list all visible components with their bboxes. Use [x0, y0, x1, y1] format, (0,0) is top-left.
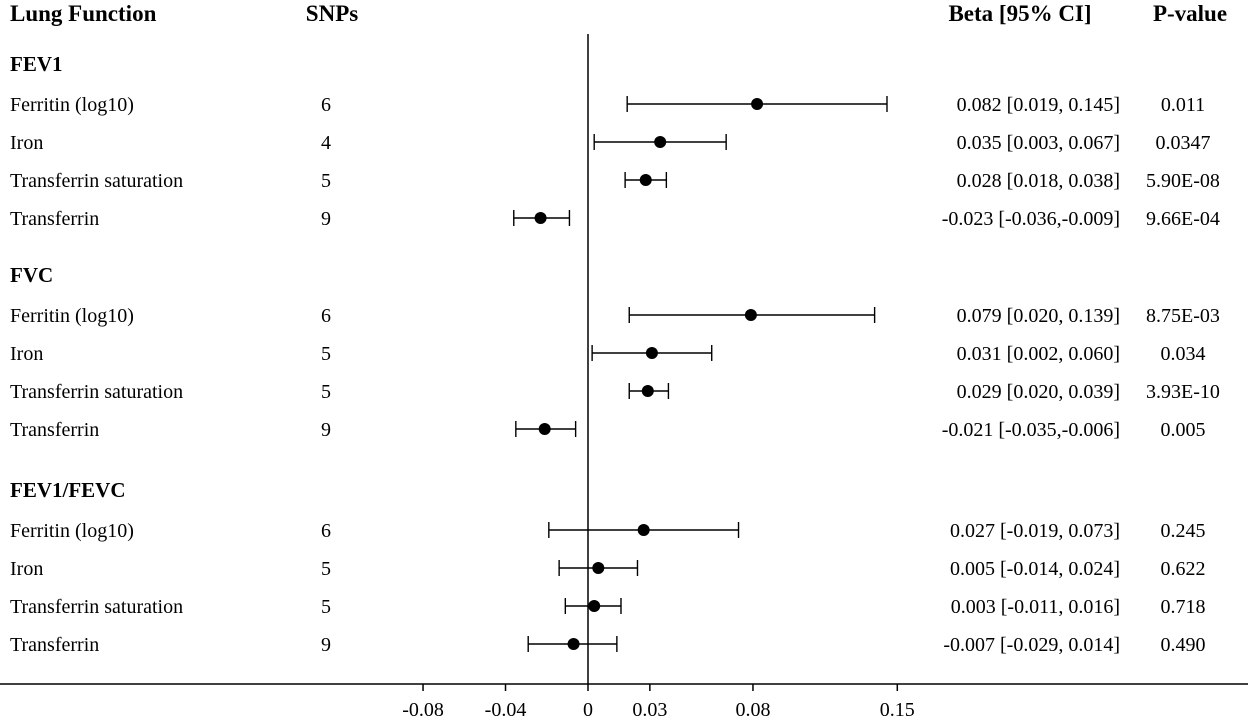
beta-point [751, 98, 764, 110]
ci-marks [513, 96, 888, 652]
row-p-value: 0.005 [1161, 419, 1206, 441]
row-beta-ci: 0.005 [-0.014, 0.024] [950, 558, 1120, 580]
row-beta-ci: 0.027 [-0.019, 0.073] [950, 520, 1120, 542]
row-beta-ci: 0.079 [0.020, 0.139] [957, 305, 1120, 327]
beta-point [639, 174, 652, 186]
row-p-value: 0.245 [1161, 520, 1206, 542]
row-beta-ci: -0.023 [-0.036,-0.009] [942, 208, 1120, 230]
row-p-value: 8.75E-03 [1146, 305, 1220, 327]
beta-point [645, 347, 658, 359]
row-snps: 5 [321, 170, 331, 192]
row-snps: 9 [321, 208, 331, 230]
row-label: Transferrin saturation [10, 170, 183, 192]
row-snps: 5 [321, 558, 331, 580]
table-rows: FEV1 Ferritin (log10) 6 0.082 [0.019, 0.145… [10, 52, 1220, 656]
x-axis: -0.08 -0.04 0 0.03 0.08 0.15 [0, 34, 1248, 721]
x-tick-label: 0 [583, 699, 593, 721]
row-label: Ferritin (log10) [10, 94, 134, 116]
row-p-value: 0.718 [1161, 596, 1206, 618]
row-label: Transferrin [10, 419, 99, 441]
beta-point [567, 638, 580, 650]
row-snps: 5 [321, 596, 331, 618]
x-tick-label: 0.15 [880, 699, 915, 721]
x-tick-label: 0.08 [735, 699, 770, 721]
row-beta-ci: 0.082 [0.019, 0.145] [957, 94, 1120, 116]
row-beta-ci: -0.021 [-0.035,-0.006] [942, 419, 1120, 441]
row-snps: 9 [321, 634, 331, 656]
beta-point [534, 212, 547, 224]
header-p-value: P-value [1153, 1, 1227, 26]
row-label: Transferrin saturation [10, 596, 183, 618]
row-label: Transferrin [10, 634, 99, 656]
row-p-value: 5.90E-08 [1146, 170, 1220, 192]
row-label: Iron [10, 558, 43, 580]
row-beta-ci: 0.031 [0.002, 0.060] [957, 343, 1120, 365]
group-heading: FVC [10, 263, 53, 287]
row-p-value: 3.93E-10 [1146, 381, 1220, 403]
row-snps: 6 [321, 94, 331, 116]
header-beta-ci: Beta [95% CI] [948, 1, 1091, 26]
row-label: Ferritin (log10) [10, 520, 134, 542]
beta-point [641, 385, 654, 397]
row-label: Transferrin saturation [10, 381, 183, 403]
beta-point [592, 562, 605, 574]
header-lung-function: Lung Function [10, 1, 157, 26]
column-headers: Lung Function SNPs Beta [95% CI] P-value [10, 1, 1227, 26]
group-heading: FEV1 [10, 52, 63, 76]
row-p-value: 0.0347 [1156, 132, 1211, 154]
group-heading: FEV1/FEVC [10, 478, 126, 502]
row-snps: 5 [321, 381, 331, 403]
header-snps: SNPs [306, 1, 358, 26]
row-label: Iron [10, 343, 43, 365]
row-p-value: 0.622 [1161, 558, 1206, 580]
beta-point [588, 600, 601, 612]
row-snps: 6 [321, 520, 331, 542]
row-p-value: 0.490 [1161, 634, 1206, 656]
x-tick-label: -0.08 [402, 699, 444, 721]
beta-point [654, 136, 667, 148]
row-beta-ci: 0.035 [0.003, 0.067] [957, 132, 1120, 154]
x-tick-label: -0.04 [485, 699, 527, 721]
row-p-value: 0.011 [1161, 94, 1205, 116]
row-p-value: 9.66E-04 [1146, 208, 1220, 230]
row-snps: 9 [321, 419, 331, 441]
row-beta-ci: 0.029 [0.020, 0.039] [957, 381, 1120, 403]
row-snps: 5 [321, 343, 331, 365]
beta-point [538, 423, 551, 435]
row-label: Ferritin (log10) [10, 305, 134, 327]
beta-point [637, 524, 650, 536]
row-snps: 4 [321, 132, 331, 154]
x-tick-label: 0.03 [632, 699, 667, 721]
row-beta-ci: 0.028 [0.018, 0.038] [957, 170, 1120, 192]
row-p-value: 0.034 [1161, 343, 1206, 365]
row-label: Iron [10, 132, 43, 154]
row-label: Transferrin [10, 208, 99, 230]
row-beta-ci: 0.003 [-0.011, 0.016] [951, 596, 1120, 618]
beta-point [744, 309, 757, 321]
row-beta-ci: -0.007 [-0.029, 0.014] [943, 634, 1120, 656]
row-snps: 6 [321, 305, 331, 327]
